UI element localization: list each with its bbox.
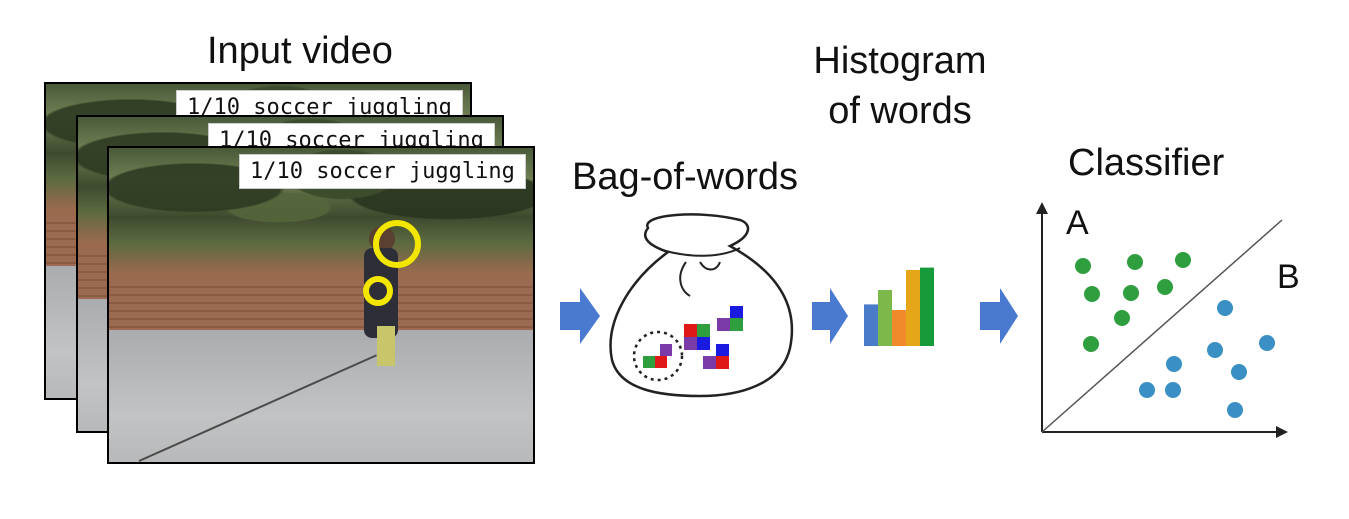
word-square (643, 356, 655, 368)
bag-of-words-title: Bag-of-words (572, 156, 798, 198)
word-square (684, 324, 697, 337)
class-a-points (1075, 252, 1191, 352)
class-a-point (1127, 254, 1143, 270)
class-b-point (1139, 382, 1155, 398)
class-a-point (1084, 286, 1100, 302)
frame-caption: 1/10 soccer juggling (239, 154, 526, 189)
histogram-icon (864, 267, 934, 346)
word-square (655, 356, 667, 368)
input-video-title: Input video (207, 30, 393, 72)
class-a-point (1075, 258, 1091, 274)
arrow-histogram-to-classifier (980, 288, 1018, 344)
class-b-point (1227, 402, 1243, 418)
bag-outline (609, 213, 794, 398)
class-b-point (1165, 382, 1181, 398)
y-axis-arrowhead (1036, 202, 1048, 214)
classifier-title: Classifier (1068, 142, 1225, 184)
histogram-bar (920, 267, 934, 346)
class-a-point (1083, 336, 1099, 352)
x-axis-arrowhead (1276, 426, 1288, 438)
word-square (717, 318, 730, 331)
class-b-point (1217, 300, 1233, 316)
histogram-bar (878, 290, 892, 346)
histogram-bar (864, 304, 878, 346)
scatter-plot-icon (1036, 202, 1288, 438)
class-b-label: B (1277, 258, 1300, 296)
class-b-point (1166, 356, 1182, 372)
word-square (697, 324, 710, 337)
player-legs (377, 326, 395, 366)
arrow-bag-to-histogram (812, 288, 848, 344)
arrow-video-to-bag (560, 288, 600, 344)
arrow-right-icon (560, 288, 600, 344)
word-square (730, 306, 743, 319)
bag-dashed-circle (632, 330, 684, 382)
word-square (697, 337, 710, 350)
class-b-point (1207, 342, 1223, 358)
class-a-point (1175, 252, 1191, 268)
brick-wall (109, 279, 533, 331)
word-square (716, 344, 729, 357)
class-a-point (1157, 279, 1173, 295)
ground-crack (138, 354, 377, 462)
decision-boundary (1041, 219, 1283, 433)
arrow-right-icon (980, 288, 1018, 344)
class-b-point (1259, 335, 1275, 351)
word-square (730, 318, 743, 331)
class-b-points (1139, 300, 1275, 418)
word-square (716, 356, 729, 369)
feature-circle-hand (363, 276, 393, 306)
arrow-right-icon (812, 288, 848, 344)
bag-string (679, 261, 721, 297)
histogram-bar (892, 310, 906, 346)
histogram-bar (906, 270, 920, 346)
class-a-point (1114, 310, 1130, 326)
bag-neck (661, 247, 741, 257)
bag-icon (609, 213, 794, 398)
word-square (660, 344, 672, 356)
class-a-point (1123, 285, 1139, 301)
video-frame-front: 1/10 soccer juggling (107, 146, 535, 464)
word-square (684, 337, 697, 350)
histogram-title: Histogram of words (813, 40, 987, 132)
class-a-label: A (1066, 204, 1089, 242)
word-square (703, 356, 716, 369)
feature-circle-ball (373, 220, 421, 268)
class-b-point (1231, 364, 1247, 380)
